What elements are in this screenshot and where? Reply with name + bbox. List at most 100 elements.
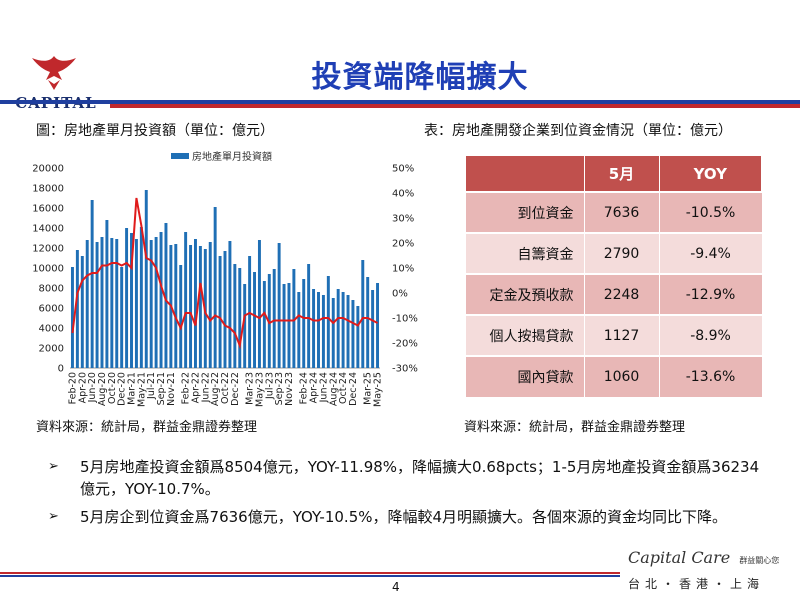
y-right-tick-label: -30% [392, 364, 418, 375]
table-row: 國內貸款 1060 -13.6% [466, 355, 762, 397]
x-tick-label: Sep-23 [274, 372, 285, 405]
x-tick-label: Feb-22 [181, 372, 192, 404]
bullet-item: ➢ 5月房地產投資金額爲8504億元，YOY-11.98%，降幅擴大0.68pc… [48, 456, 768, 500]
x-tick-label: Nov-21 [166, 372, 177, 406]
chart-source: 資料來源：統計局，群益金鼎證券整理 [36, 420, 258, 435]
y-left-tick-label: 16000 [32, 204, 64, 215]
bar-Aug-23 [272, 269, 276, 368]
bar-Jul-22 [208, 242, 212, 368]
bar-Jan-23 [238, 268, 242, 368]
bar-Feb-25 [361, 260, 365, 368]
table-source: 資料來源：統計局，群益金鼎證券整理 [464, 420, 686, 435]
brand-cities: 台北・香港・上海 [628, 577, 765, 591]
bar-Mar-25 [366, 277, 370, 368]
y-right-tick-label: 20% [392, 239, 414, 250]
bar-Jun-23 [262, 281, 266, 368]
yoy-line [71, 197, 378, 350]
y-left-tick-label: 6000 [39, 304, 64, 315]
arrow-bullet-icon: ➢ [48, 509, 59, 524]
bar-Aug-24 [331, 298, 335, 368]
bar-Mar-22 [189, 245, 193, 368]
y-left-tick-label: 2000 [39, 344, 64, 355]
x-tick-label: Dec-20 [117, 372, 128, 406]
footer-divider-blue [0, 575, 620, 577]
x-tick-label: Jul-23 [264, 372, 275, 400]
x-tick-label: Apr-22 [190, 372, 201, 403]
bar-Feb-22 [184, 232, 188, 368]
table-header-month: 5月 [584, 156, 660, 192]
y-right-tick-label: 0% [392, 289, 408, 300]
brand-logo: Capital Care 群益關心您 [628, 548, 794, 567]
investment-chart: 房地產單月投資額 2000018000160001400012000100008… [32, 150, 418, 407]
bar-Sep-24 [336, 289, 340, 368]
y-left-tick-label: 12000 [32, 244, 64, 255]
x-tick-label: Aug-20 [97, 372, 108, 406]
x-tick-label: Apr-24 [309, 372, 320, 403]
bar-May-22 [198, 246, 202, 368]
bar-Aug-22 [213, 207, 217, 368]
legend-swatch [171, 153, 189, 159]
x-tick-label: May-21 [136, 372, 147, 407]
x-tick-label: Aug-24 [328, 372, 339, 406]
table-header-blank [466, 156, 585, 192]
y-left-tick-label: 10000 [32, 264, 64, 275]
y-left-tick-label: 0 [58, 364, 64, 375]
bar-May-23 [257, 240, 261, 368]
y-left-tick-label: 4000 [39, 324, 64, 335]
bar-Jul-21 [149, 240, 153, 368]
bar-Sep-21 [159, 232, 163, 368]
bullet-item: ➢ 5月房企到位資金爲7636億元，YOY-10.5%，降幅較4月明顯擴大。各個… [48, 506, 768, 528]
bar-Jul-20 [95, 242, 99, 368]
row-value: 7636 [583, 191, 660, 233]
bar-Nov-22 [228, 241, 232, 368]
table-row: 到位資金 7636 -10.5% [466, 191, 762, 233]
bar-Aug-20 [100, 237, 104, 368]
bar-Sep-23 [277, 243, 281, 368]
bar-Feb-24 [302, 279, 306, 368]
bar-Sep-20 [105, 220, 109, 368]
bar-Mar-24 [307, 264, 311, 368]
brand-tagline: 群益關心您 [739, 556, 780, 565]
bar-May-20 [85, 240, 89, 368]
bar-Oct-20 [110, 238, 114, 368]
x-tick-label: Jul-21 [146, 372, 157, 400]
bar-Jun-21 [144, 190, 148, 368]
bullet-text: 5月房企到位資金爲7636億元，YOY-10.5%，降幅較4月明顯擴大。各個來源… [80, 508, 728, 526]
bar-Dec-21 [174, 244, 178, 368]
y-left-tick-label: 14000 [32, 224, 64, 235]
x-tick-label: Feb-20 [67, 372, 78, 404]
page-title: 投資端降幅擴大 [311, 60, 529, 95]
bar-Feb-23 [243, 284, 247, 368]
x-tick-label: Mar-23 [245, 372, 256, 405]
row-yoy: -9.4% [659, 232, 762, 274]
brand-script-text: Capital Care [628, 548, 731, 567]
bar-Dec-23 [292, 269, 296, 368]
y-right-tick-label: -10% [392, 314, 418, 325]
x-tick-label: Dec-22 [230, 372, 241, 406]
row-label: 定金及預收款 [466, 273, 584, 315]
bar-Apr-20 [80, 256, 84, 368]
page-number: 4 [392, 580, 400, 594]
y-left-tick-label: 18000 [32, 184, 64, 195]
row-yoy: -8.9% [659, 314, 762, 356]
y-left-tick-label: 20000 [32, 164, 64, 175]
row-label: 到位資金 [466, 191, 584, 233]
bar-Jan-21 [125, 228, 129, 368]
table-header-row: 5月 YOY [466, 156, 763, 192]
bar-Oct-22 [223, 251, 227, 368]
x-tick-label: Aug-22 [210, 372, 221, 406]
eagle-logo-icon [32, 56, 76, 90]
bar-Jan-24 [297, 292, 301, 368]
row-yoy: -13.6% [659, 355, 762, 397]
bar-Nov-20 [115, 239, 119, 368]
bar-Oct-21 [164, 223, 168, 368]
funding-table: 5月 YOY 到位資金 7636 -10.5% 自籌資金 2790 -9.4% … [466, 156, 763, 397]
x-tick-label: May-23 [254, 372, 265, 407]
y-right-tick-label: 10% [392, 264, 414, 275]
x-tick-label: Jun-22 [200, 372, 211, 403]
table-row: 定金及預收款 2248 -12.9% [466, 273, 762, 315]
bar-Oct-24 [341, 292, 345, 368]
bar-Apr-22 [194, 239, 197, 368]
row-label: 國內貸款 [466, 355, 584, 397]
bar-Dec-20 [120, 267, 124, 368]
